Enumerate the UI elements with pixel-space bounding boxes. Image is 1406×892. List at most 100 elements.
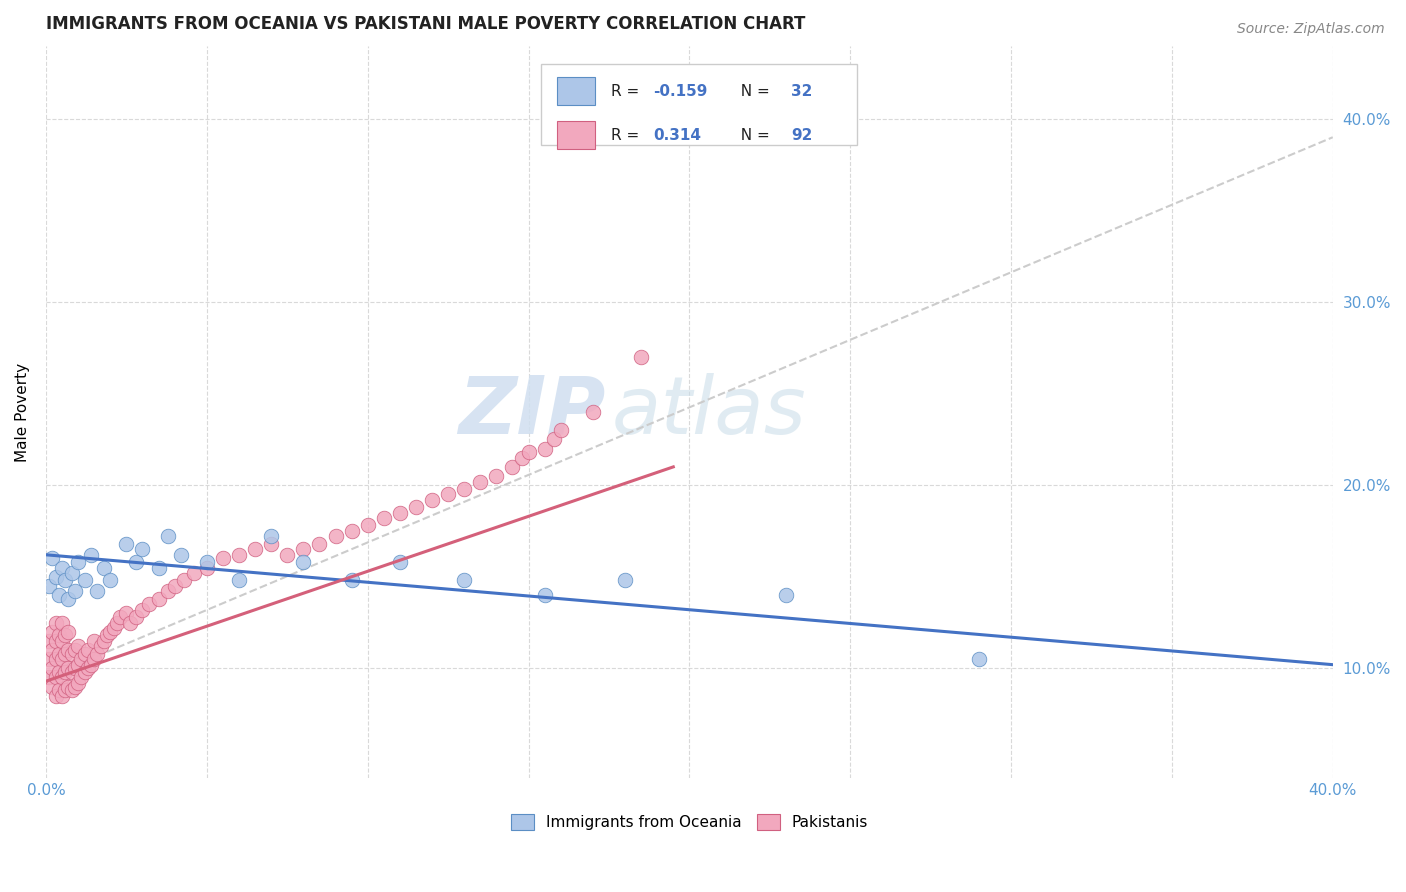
Point <box>53 683 76 698</box>
Point <box>533 588 555 602</box>
Point <box>543 433 565 447</box>
Point <box>80 657 103 672</box>
Point <box>501 459 523 474</box>
Point <box>86 584 108 599</box>
Point <box>58 643 80 657</box>
Point <box>90 640 112 654</box>
Point <box>41 661 63 675</box>
Point <box>45 633 67 648</box>
Point <box>41 624 63 639</box>
Point <box>58 591 80 606</box>
Text: 0.314: 0.314 <box>654 128 702 143</box>
Point <box>108 610 131 624</box>
Point <box>86 647 108 661</box>
Point <box>76 661 98 675</box>
Point <box>276 548 298 562</box>
Text: ZIP: ZIP <box>458 373 606 451</box>
Point <box>53 665 76 679</box>
Point <box>41 551 63 566</box>
Point <box>60 647 83 661</box>
Point <box>51 633 73 648</box>
Text: -0.159: -0.159 <box>654 84 707 99</box>
Point <box>118 615 141 630</box>
Point <box>292 555 315 569</box>
Point <box>67 676 90 690</box>
Point <box>60 665 83 679</box>
Point <box>60 683 83 698</box>
Point <box>41 643 63 657</box>
Point <box>157 584 180 599</box>
Point <box>60 566 83 580</box>
Point <box>148 560 170 574</box>
Point <box>53 647 76 661</box>
Point <box>45 671 67 685</box>
FancyBboxPatch shape <box>557 78 595 105</box>
Point <box>420 492 443 507</box>
Point <box>83 633 105 648</box>
Point <box>228 574 250 588</box>
Point <box>63 643 86 657</box>
Point <box>73 665 96 679</box>
Point <box>115 607 138 621</box>
Point <box>340 574 363 588</box>
Point <box>73 574 96 588</box>
Point <box>38 652 60 666</box>
Point <box>41 680 63 694</box>
Point <box>45 615 67 630</box>
Point <box>38 633 60 648</box>
Point <box>125 610 148 624</box>
Point <box>170 548 193 562</box>
Point <box>58 624 80 639</box>
Point <box>357 518 380 533</box>
Text: 92: 92 <box>792 128 813 143</box>
Point <box>163 579 186 593</box>
Point <box>453 482 475 496</box>
Point <box>340 524 363 538</box>
Point <box>70 652 93 666</box>
Text: R =: R = <box>610 84 644 99</box>
Text: N =: N = <box>731 128 775 143</box>
Point <box>582 405 605 419</box>
Point <box>53 574 76 588</box>
Point <box>53 628 76 642</box>
Point <box>58 680 80 694</box>
Text: Source: ZipAtlas.com: Source: ZipAtlas.com <box>1237 22 1385 37</box>
Point <box>630 350 652 364</box>
FancyBboxPatch shape <box>557 121 595 149</box>
Point <box>325 529 347 543</box>
Point <box>63 584 86 599</box>
Point <box>80 548 103 562</box>
Point <box>93 633 115 648</box>
Point <box>73 647 96 661</box>
Point <box>38 671 60 685</box>
Point <box>212 551 235 566</box>
Point <box>115 537 138 551</box>
Point <box>453 574 475 588</box>
Point <box>51 689 73 703</box>
Y-axis label: Male Poverty: Male Poverty <box>15 362 30 461</box>
FancyBboxPatch shape <box>541 64 856 145</box>
Point <box>48 588 70 602</box>
Point <box>98 574 121 588</box>
Point <box>51 615 73 630</box>
Point <box>292 542 315 557</box>
Point <box>308 537 330 551</box>
Legend: Immigrants from Oceania, Pakistanis: Immigrants from Oceania, Pakistanis <box>505 808 875 837</box>
Point <box>131 542 153 557</box>
Point <box>48 683 70 698</box>
Text: 32: 32 <box>792 84 813 99</box>
Point <box>83 652 105 666</box>
Point <box>470 475 492 489</box>
Point <box>485 469 508 483</box>
Point <box>157 529 180 543</box>
Point <box>96 628 118 642</box>
Point <box>138 597 160 611</box>
Point <box>48 628 70 642</box>
Point <box>260 537 283 551</box>
Point <box>48 665 70 679</box>
Point <box>51 652 73 666</box>
Point <box>67 555 90 569</box>
Point <box>510 450 533 465</box>
Text: atlas: atlas <box>612 373 807 451</box>
Point <box>38 579 60 593</box>
